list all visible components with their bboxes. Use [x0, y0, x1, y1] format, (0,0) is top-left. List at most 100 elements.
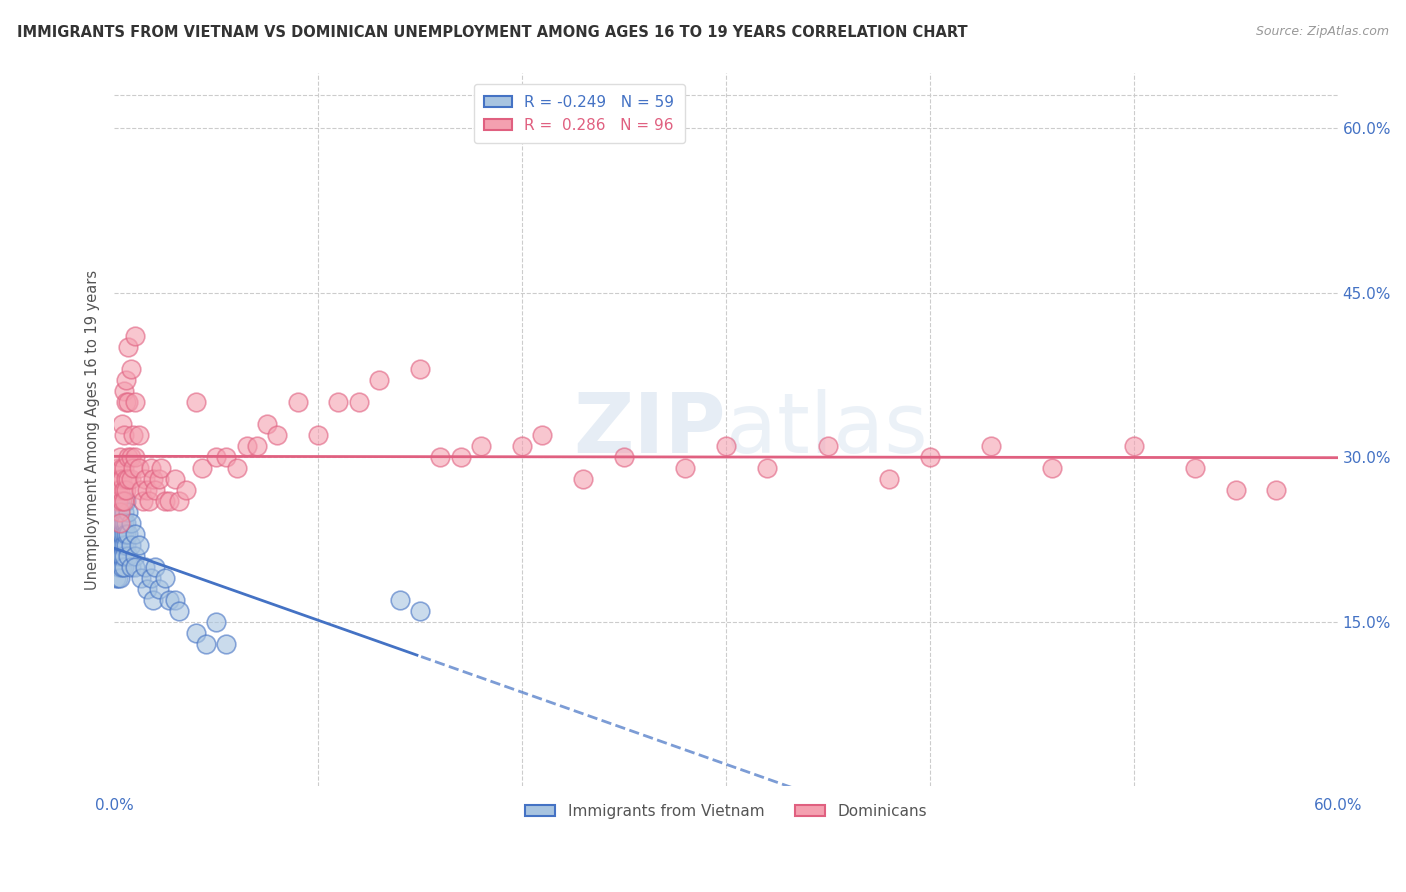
Point [117, 340, 139, 354]
Point [205, 615, 228, 629]
Point [225, 461, 247, 475]
Point [111, 527, 134, 541]
Point [115, 516, 138, 530]
Point [246, 439, 269, 453]
Point [184, 395, 207, 409]
Point [388, 592, 411, 607]
Point [142, 472, 165, 486]
Point [129, 483, 152, 497]
Point [117, 472, 139, 486]
Point [111, 417, 134, 432]
Point [368, 373, 391, 387]
Point [184, 625, 207, 640]
Point [450, 450, 472, 465]
Point [115, 538, 138, 552]
Point [409, 362, 432, 376]
Point [112, 505, 135, 519]
Point [117, 527, 139, 541]
Point [117, 505, 139, 519]
Point [110, 571, 132, 585]
Point [1122, 439, 1144, 453]
Point [107, 483, 129, 497]
Point [124, 329, 146, 343]
Point [112, 516, 135, 530]
Point [128, 538, 150, 552]
Point [111, 549, 134, 563]
Point [531, 428, 554, 442]
Point [169, 494, 191, 508]
Point [139, 461, 162, 475]
Point [107, 461, 129, 475]
Point [110, 560, 132, 574]
Point [138, 494, 160, 508]
Point [429, 450, 451, 465]
Point [139, 571, 162, 585]
Point [817, 439, 839, 453]
Point [112, 527, 135, 541]
Point [112, 483, 135, 497]
Point [117, 450, 139, 465]
Point [112, 428, 135, 442]
Point [124, 395, 146, 409]
Point [169, 604, 191, 618]
Point [107, 560, 129, 574]
Point [134, 472, 156, 486]
Point [143, 483, 166, 497]
Point [111, 461, 134, 475]
Point [194, 637, 217, 651]
Point [120, 538, 142, 552]
Point [120, 362, 142, 376]
Point [755, 461, 778, 475]
Point [107, 494, 129, 508]
Point [105, 483, 128, 497]
Point [111, 472, 134, 486]
Point [115, 494, 138, 508]
Point [107, 516, 129, 530]
Point [110, 527, 132, 541]
Point [110, 505, 132, 519]
Point [110, 494, 132, 508]
Point [124, 549, 146, 563]
Point [112, 494, 135, 508]
Point [105, 527, 128, 541]
Point [120, 472, 142, 486]
Point [112, 538, 135, 552]
Point [409, 604, 432, 618]
Point [132, 494, 155, 508]
Point [191, 461, 214, 475]
Point [112, 461, 135, 475]
Point [256, 417, 278, 432]
Point [266, 428, 288, 442]
Point [120, 450, 142, 465]
Text: IMMIGRANTS FROM VIETNAM VS DOMINICAN UNEMPLOYMENT AMONG AGES 16 TO 19 YEARS CORR: IMMIGRANTS FROM VIETNAM VS DOMINICAN UNE… [17, 25, 967, 40]
Point [215, 450, 238, 465]
Point [235, 439, 257, 453]
Point [918, 450, 941, 465]
Point [510, 439, 533, 453]
Point [107, 571, 129, 585]
Point [107, 549, 129, 563]
Point [117, 549, 139, 563]
Point [129, 571, 152, 585]
Point [111, 538, 134, 552]
Point [153, 494, 176, 508]
Point [111, 516, 134, 530]
Point [877, 472, 900, 486]
Point [174, 483, 197, 497]
Text: Source: ZipAtlas.com: Source: ZipAtlas.com [1256, 25, 1389, 38]
Point [287, 395, 309, 409]
Point [110, 516, 132, 530]
Point [470, 439, 492, 453]
Point [115, 395, 138, 409]
Point [111, 494, 134, 508]
Point [142, 592, 165, 607]
Point [143, 560, 166, 574]
Point [112, 384, 135, 399]
Point [110, 505, 132, 519]
Point [117, 395, 139, 409]
Point [121, 461, 143, 475]
Point [110, 472, 132, 486]
Point [980, 439, 1002, 453]
Point [165, 592, 187, 607]
Point [110, 450, 132, 465]
